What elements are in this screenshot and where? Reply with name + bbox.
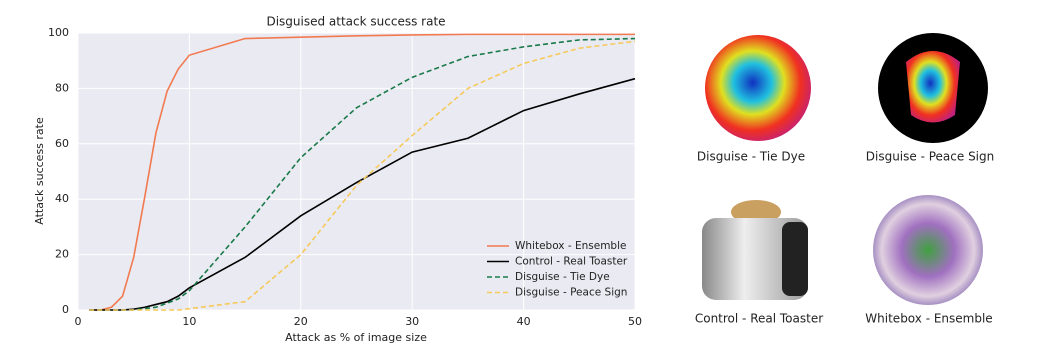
x-tick-label: 50 bbox=[628, 315, 642, 328]
series-line bbox=[89, 77, 636, 311]
legend-label: Disguise - Peace Sign bbox=[515, 287, 627, 299]
y-tick-label: 20 bbox=[55, 248, 69, 261]
legend-label: Disguise - Tie Dye bbox=[515, 271, 610, 283]
image-caption: Control - Real Toaster bbox=[695, 312, 823, 326]
image-caption: Disguise - Tie Dye bbox=[697, 150, 805, 164]
y-axis-label: Attack success rate bbox=[33, 117, 46, 225]
x-tick-label: 10 bbox=[182, 315, 196, 328]
y-tick-label: 0 bbox=[62, 303, 69, 316]
ensemble-image bbox=[873, 195, 983, 305]
y-tick-label: 80 bbox=[55, 81, 69, 94]
y-tick-label: 100 bbox=[48, 26, 69, 39]
series-line bbox=[89, 40, 636, 311]
x-tick-label: 40 bbox=[517, 315, 531, 328]
chart-title: Disguised attack success rate bbox=[266, 15, 445, 29]
x-tick-label: 30 bbox=[405, 315, 419, 328]
legend-label: Whitebox - Ensemble bbox=[515, 240, 626, 252]
x-tick-label: 20 bbox=[294, 315, 308, 328]
image-caption: Whitebox - Ensemble bbox=[865, 312, 992, 326]
series-line bbox=[89, 37, 636, 311]
image-caption: Disguise - Peace Sign bbox=[866, 150, 995, 164]
series-line bbox=[89, 33, 635, 311]
tie-dye-image bbox=[705, 35, 811, 141]
plot-area bbox=[78, 33, 635, 310]
peace-sign-fill bbox=[906, 51, 960, 123]
x-axis-label: Attack as % of image size bbox=[285, 331, 427, 344]
toaster-image bbox=[702, 200, 808, 300]
x-tick-label: 0 bbox=[75, 315, 82, 328]
y-tick-label: 40 bbox=[55, 192, 69, 205]
legend-label: Control - Real Toaster bbox=[515, 256, 628, 268]
y-tick-label: 60 bbox=[55, 137, 69, 150]
